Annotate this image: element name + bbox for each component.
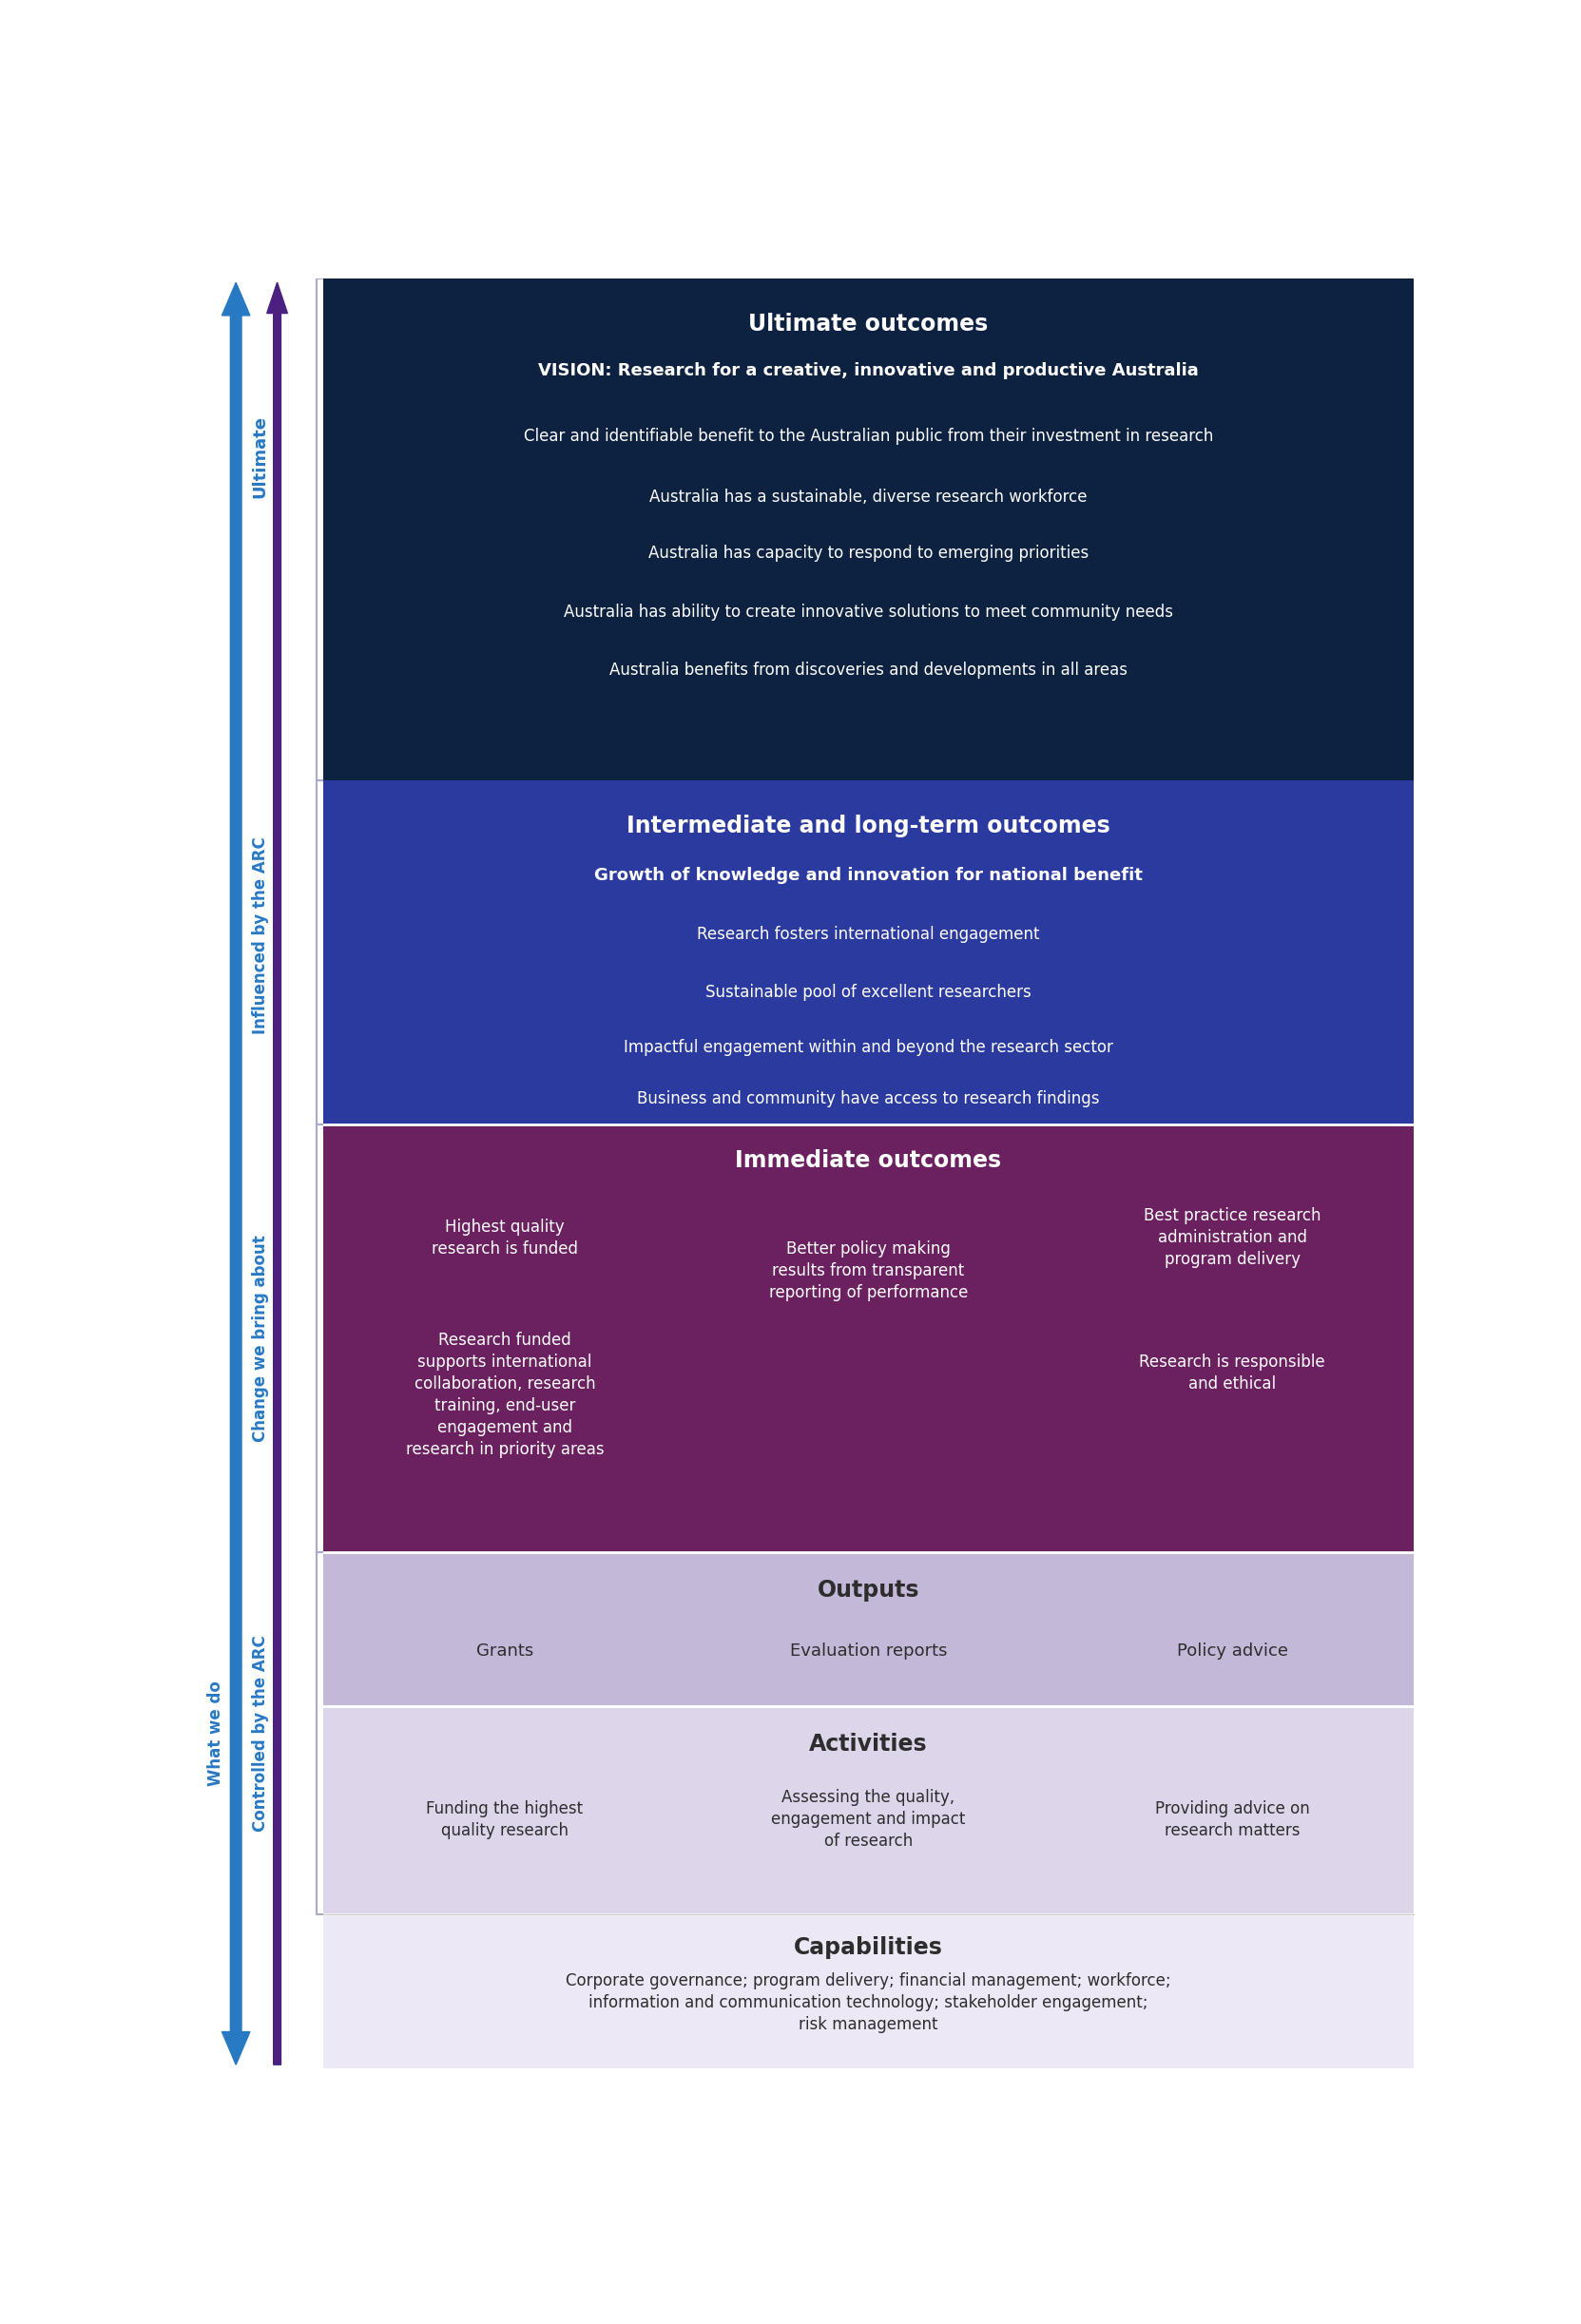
Text: Australia benefits from discoveries and developments in all areas: Australia benefits from discoveries and … [609, 662, 1127, 679]
FancyBboxPatch shape [323, 1706, 1413, 1915]
FancyBboxPatch shape [223, 1606, 297, 1862]
Text: What we do: What we do [207, 1680, 225, 1787]
Text: Corporate governance; program delivery; financial management; workforce;
informa: Corporate governance; program delivery; … [566, 1973, 1172, 2034]
Polygon shape [267, 284, 288, 2064]
Text: Influenced by the ARC: Influenced by the ARC [251, 837, 269, 1034]
Text: Best practice research
administration and
program delivery: Best practice research administration an… [1143, 1208, 1320, 1269]
Polygon shape [221, 284, 250, 2064]
Text: Grants: Grants [476, 1643, 533, 1659]
Text: Growth of knowledge and innovation for national benefit: Growth of knowledge and innovation for n… [594, 867, 1143, 883]
FancyBboxPatch shape [198, 279, 323, 2068]
FancyBboxPatch shape [323, 1125, 1413, 1552]
Text: Change we bring about: Change we bring about [251, 1234, 269, 1441]
Text: Clear and identifiable benefit to the Australian public from their investment in: Clear and identifiable benefit to the Au… [523, 428, 1213, 444]
Text: Policy advice: Policy advice [1176, 1643, 1289, 1659]
FancyBboxPatch shape [223, 1211, 297, 1466]
Text: Research fosters international engagement: Research fosters international engagemen… [697, 925, 1040, 944]
FancyBboxPatch shape [223, 806, 297, 1062]
FancyBboxPatch shape [223, 353, 297, 558]
Text: Funding the highest
quality research: Funding the highest quality research [427, 1801, 583, 1838]
Text: Ultimate outcomes: Ultimate outcomes [748, 314, 988, 335]
Text: Providing advice on
research matters: Providing advice on research matters [1154, 1801, 1309, 1838]
Text: Ultimate: Ultimate [251, 416, 269, 497]
Text: Research is responsible
and ethical: Research is responsible and ethical [1140, 1353, 1325, 1392]
Text: Business and community have access to research findings: Business and community have access to re… [637, 1090, 1100, 1106]
Text: Outputs: Outputs [817, 1578, 920, 1601]
FancyBboxPatch shape [323, 781, 1413, 1125]
Text: Better policy making
results from transparent
reporting of performance: Better policy making results from transp… [768, 1241, 968, 1301]
Text: Controlled by the ARC: Controlled by the ARC [251, 1636, 269, 1831]
Text: VISION: Research for a creative, innovative and productive Australia: VISION: Research for a creative, innovat… [538, 363, 1198, 379]
Text: Capabilities: Capabilities [794, 1936, 942, 1959]
Text: Assessing the quality,
engagement and impact
of research: Assessing the quality, engagement and im… [772, 1789, 966, 1850]
FancyBboxPatch shape [193, 1631, 240, 1836]
Text: Australia has capacity to respond to emerging priorities: Australia has capacity to respond to eme… [648, 544, 1089, 562]
FancyBboxPatch shape [323, 279, 1413, 781]
FancyBboxPatch shape [323, 1552, 1413, 1706]
Text: Immediate outcomes: Immediate outcomes [735, 1150, 1002, 1171]
Text: Australia has ability to create innovative solutions to meet community needs: Australia has ability to create innovati… [564, 604, 1173, 621]
Text: Impactful engagement within and beyond the research sector: Impactful engagement within and beyond t… [624, 1039, 1113, 1055]
FancyBboxPatch shape [323, 1915, 1413, 2068]
Text: Australia has a sustainable, diverse research workforce: Australia has a sustainable, diverse res… [650, 488, 1088, 507]
Text: Evaluation reports: Evaluation reports [790, 1643, 947, 1659]
Text: Activities: Activities [809, 1734, 928, 1755]
Text: Intermediate and long-term outcomes: Intermediate and long-term outcomes [626, 813, 1110, 837]
Text: Research funded
supports international
collaboration, research
training, end-use: Research funded supports international c… [406, 1332, 604, 1457]
Text: Sustainable pool of excellent researchers: Sustainable pool of excellent researcher… [705, 983, 1031, 1002]
Text: Highest quality
research is funded: Highest quality research is funded [432, 1218, 579, 1257]
